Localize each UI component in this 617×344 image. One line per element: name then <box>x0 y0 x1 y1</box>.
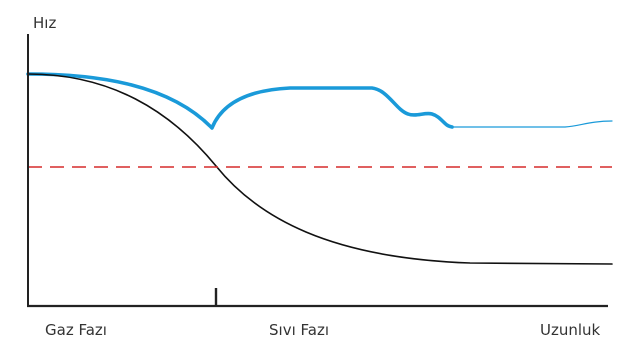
liquid-phase-label: Sıvı Fazı <box>269 321 329 339</box>
blue-curve <box>26 72 454 130</box>
black-curve <box>27 73 613 265</box>
length-label: Uzunluk <box>540 321 601 339</box>
blue-curve-tail <box>449 120 613 128</box>
y-axis-label: Hız <box>33 14 56 32</box>
gas-phase-label: Gaz Fazı <box>45 321 107 339</box>
